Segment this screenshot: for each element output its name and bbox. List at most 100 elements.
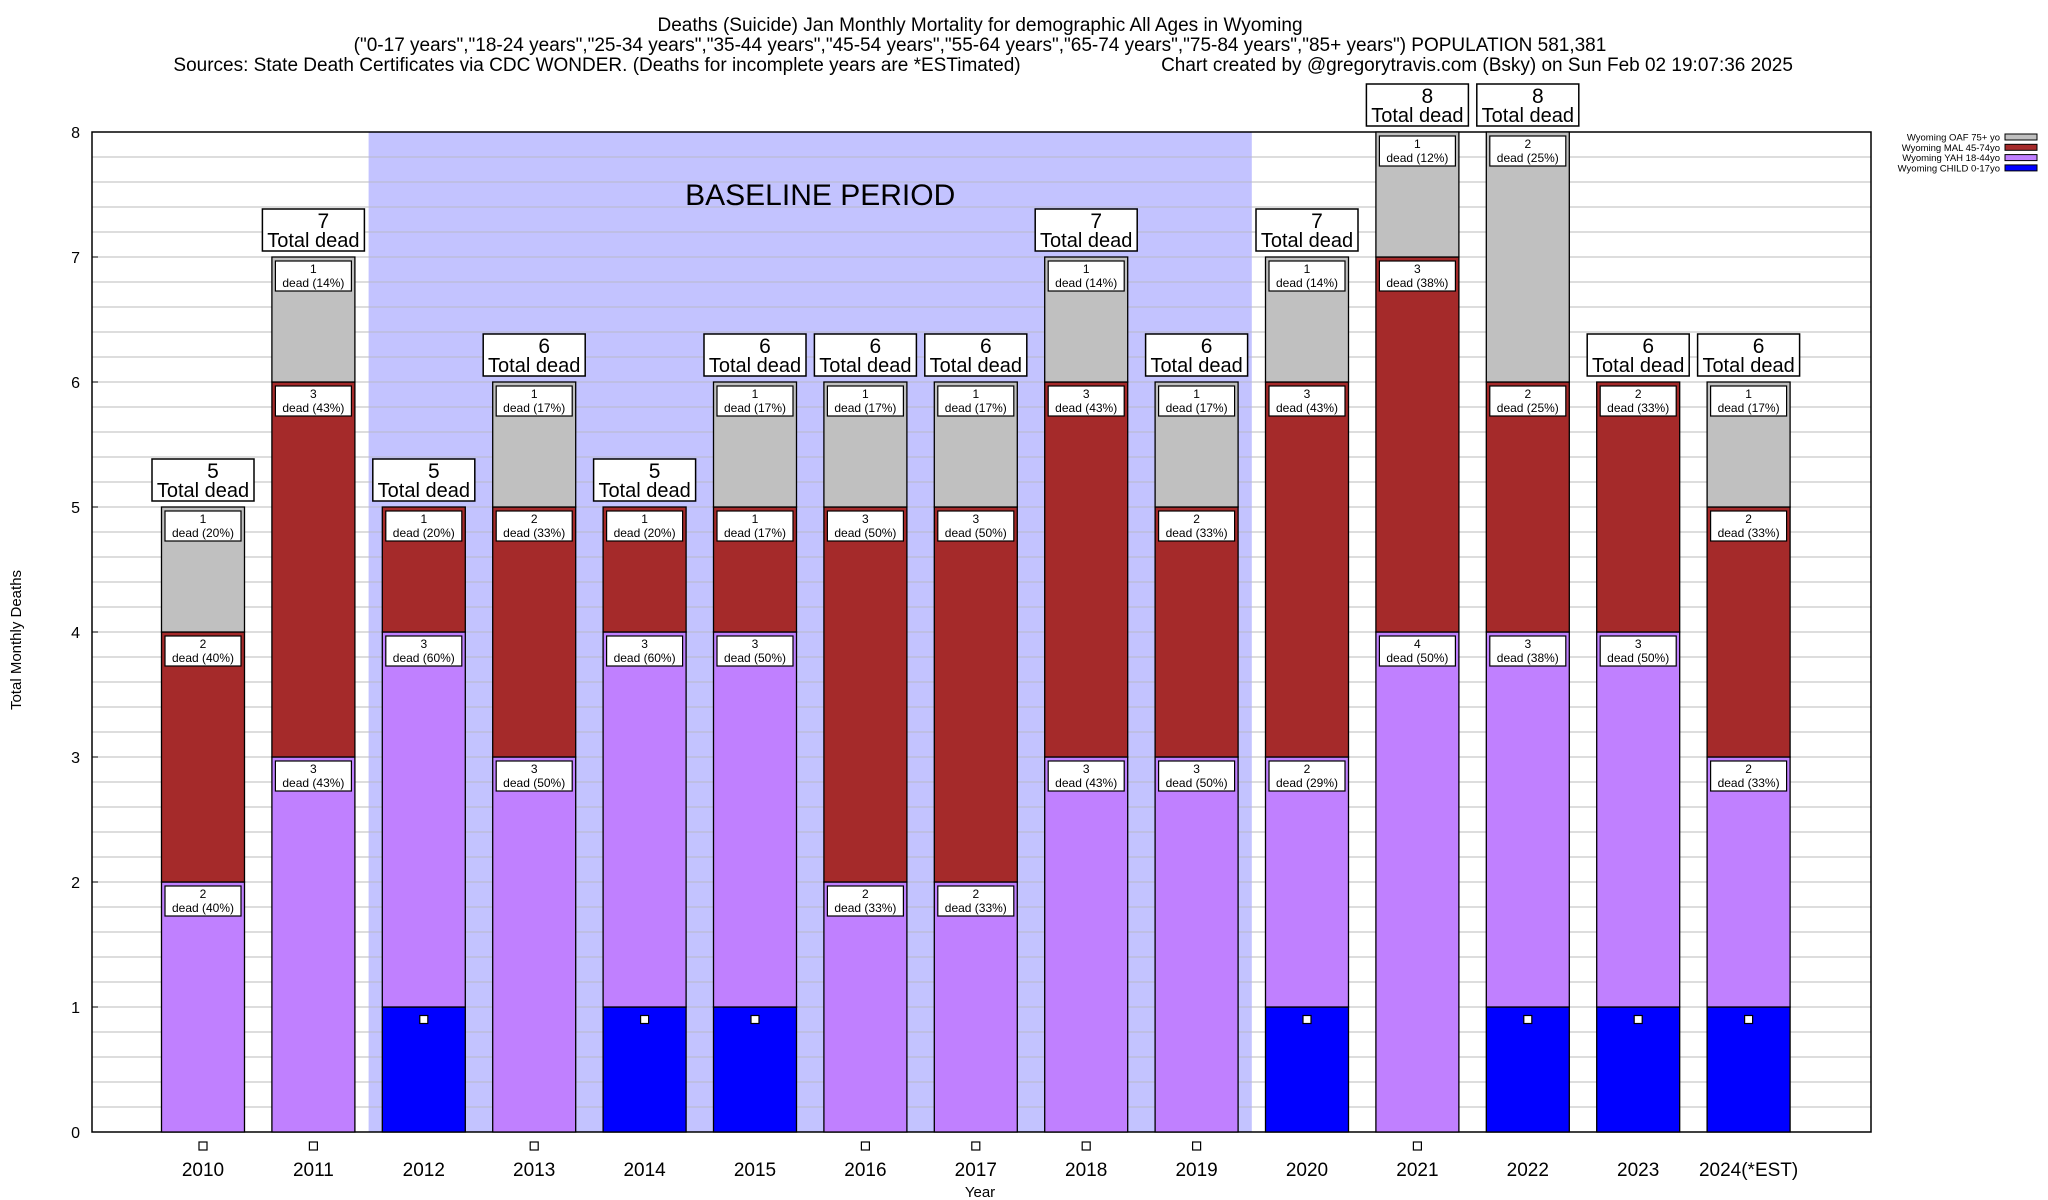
bar-segment: [1706, 506, 1791, 758]
total-label-box: [1365, 83, 1470, 127]
segment-label-percent: dead (43%): [1055, 401, 1117, 415]
x-tick-label: 2023: [1617, 1160, 1659, 1181]
sources-note: Sources: State Death Certificates via CD…: [173, 55, 1020, 76]
segment-label-box: [826, 510, 905, 542]
segment-label-box: [716, 510, 794, 542]
segment-label-count: 2: [531, 512, 538, 526]
bar-segment: [1485, 381, 1570, 633]
segment-label-count: 1: [310, 262, 317, 276]
segment-label-count: 2: [1745, 512, 1752, 526]
total-label-count: 6: [1201, 335, 1213, 358]
segment-label-count: 3: [1635, 637, 1642, 651]
total-label-text: Total dead: [819, 355, 911, 377]
x-tick-label: 2024(*EST): [1699, 1160, 1798, 1181]
bar-segment: [1264, 381, 1350, 758]
segment-label-percent: dead (14%): [1055, 276, 1117, 290]
segment-label-percent: dead (14%): [1276, 276, 1338, 290]
segment-label-percent: dead (50%): [834, 526, 896, 540]
bar-segment: [381, 1006, 466, 1133]
segment-label-percent: dead (20%): [393, 526, 455, 540]
total-label-box: [1255, 208, 1359, 252]
segment-label-count: 3: [1083, 387, 1090, 401]
chart-title: Deaths (Suicide) Jan Monthly Mortality f…: [657, 15, 1302, 36]
segment-label-box: [495, 760, 573, 792]
segment-label-count: 2: [1304, 762, 1311, 776]
x-tick-label: 2018: [1065, 1160, 1107, 1181]
legend-swatch: [2004, 164, 2038, 172]
total-label-box: [372, 458, 476, 502]
total-label-count: 6: [1642, 335, 1654, 358]
child-point-marker: [1633, 1014, 1643, 1025]
segment-label-count: 1: [1083, 262, 1090, 276]
segment-label-box: [274, 385, 352, 417]
total-label-box: [1586, 333, 1690, 377]
segment-label-percent: dead (33%): [945, 901, 1007, 915]
segment-label-count: 3: [1414, 262, 1421, 276]
segment-label-box: [937, 510, 1015, 542]
segment-label-box: [164, 885, 242, 917]
segment-label-count: 1: [420, 512, 427, 526]
segment-label-percent: dead (50%): [724, 651, 786, 665]
segment-label-percent: dead (25%): [1497, 151, 1559, 165]
bar-segment: [1596, 1006, 1681, 1133]
child-point-marker: [529, 1141, 539, 1151]
segment-label-count: 4: [1414, 637, 1421, 651]
segment-label-box: [1047, 260, 1125, 292]
segment-label-box: [385, 635, 463, 667]
child-point-marker: [198, 1141, 208, 1151]
segment-label-percent: dead (33%): [1718, 526, 1780, 540]
bar-segment: [271, 756, 356, 1133]
legend-label: Wyoming CHILD 0-17yo: [1898, 163, 2000, 174]
segment-label-count: 1: [531, 387, 538, 401]
segment-label-percent: dead (25%): [1497, 401, 1559, 415]
total-label-box: [1476, 83, 1580, 127]
total-label-box: [592, 458, 697, 502]
segment-label-count: 2: [200, 637, 207, 651]
x-axis-label: Year: [965, 1184, 995, 1200]
segment-label-percent: dead (33%): [1607, 401, 1669, 415]
segment-label-count: 2: [972, 887, 979, 901]
total-label-count: 6: [538, 335, 550, 358]
segment-label-count: 1: [752, 387, 759, 401]
segment-label-percent: dead (17%): [1166, 401, 1228, 415]
bar-segment: [1044, 381, 1129, 758]
segment-label-count: 1: [641, 512, 648, 526]
segment-label-box: [274, 260, 352, 292]
total-label-count: 6: [980, 335, 992, 358]
segment-label-percent: dead (60%): [393, 651, 455, 665]
total-label-box: [1144, 333, 1249, 377]
child-point-marker: [308, 1141, 318, 1151]
y-tick-label: 2: [71, 875, 80, 892]
segment-label-percent: dead (17%): [834, 401, 896, 415]
total-label-text: Total dead: [709, 355, 801, 377]
bar-segment: [1596, 631, 1681, 1008]
legend-label: Wyoming YAH 18-44yo: [1902, 153, 2000, 164]
bar-segment: [823, 506, 908, 883]
total-label-box: [924, 333, 1028, 377]
x-tick-label: 2019: [1175, 1160, 1217, 1181]
segment-label-box: [164, 510, 242, 542]
segment-label-count: 1: [1745, 387, 1752, 401]
total-label-count: 5: [207, 460, 219, 483]
bar-segment: [1596, 381, 1681, 633]
segment-label-count: 1: [1193, 387, 1200, 401]
segment-label-box: [1489, 635, 1567, 667]
segment-label-count: 2: [862, 887, 869, 901]
total-label-text: Total dead: [157, 480, 249, 502]
segment-label-box: [716, 635, 794, 667]
segment-label-percent: dead (43%): [1055, 776, 1117, 790]
segment-label-percent: dead (12%): [1386, 151, 1448, 165]
x-tick-label: 2012: [403, 1160, 445, 1181]
segment-label-percent: dead (50%): [503, 776, 565, 790]
x-tick-label: 2020: [1286, 1160, 1328, 1181]
segment-label-count: 2: [1745, 762, 1752, 776]
y-tick-label: 1: [71, 1000, 80, 1017]
x-tick-label: 2016: [844, 1160, 886, 1181]
segment-label-percent: dead (43%): [282, 401, 344, 415]
segment-label-box: [716, 385, 794, 417]
segment-label-percent: dead (38%): [1497, 651, 1559, 665]
child-point-marker: [750, 1014, 760, 1025]
segment-label-percent: dead (17%): [945, 401, 1007, 415]
segment-label-count: 1: [972, 387, 979, 401]
